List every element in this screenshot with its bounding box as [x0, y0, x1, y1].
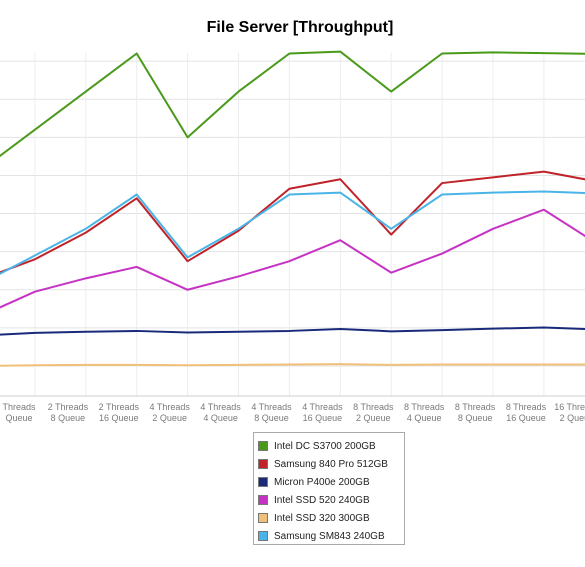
x-tick-label: 4 Threads: [150, 402, 191, 412]
series-line-4: [0, 363, 585, 367]
x-tick-label: 2 Threads: [99, 402, 140, 412]
legend-swatch: [258, 477, 268, 487]
x-tick-label: 8 Threads: [404, 402, 445, 412]
x-tick-label: 2 Queue: [152, 413, 187, 423]
x-tick-label: 8 Threads: [455, 402, 496, 412]
x-tick-label: 4 Threads: [302, 402, 343, 412]
x-tick-label: 8 Queue: [254, 413, 289, 423]
legend-item: Samsung SM843 240GB: [258, 527, 404, 545]
legend-label: Intel DC S3700 200GB: [274, 440, 376, 452]
x-tick-label: 2 Queue: [560, 413, 585, 423]
x-tick-label: 16 Queue: [303, 413, 343, 423]
plot-background: [0, 53, 585, 396]
legend-label: Micron P400e 200GB: [274, 476, 370, 488]
x-tick-label: 16 Queue: [99, 413, 139, 423]
chart-title: File Server [Throughput]: [206, 19, 394, 36]
x-tick-label: Threads: [2, 402, 36, 412]
series-lines: [0, 50, 585, 367]
legend-item: Intel SSD 520 240GB: [258, 491, 404, 509]
grid-lines: [0, 53, 585, 397]
series-line-0: [0, 50, 585, 158]
legend-item: Micron P400e 200GB: [258, 473, 404, 491]
legend: Intel DC S3700 200GB Samsung 840 Pro 512G…: [253, 432, 405, 545]
x-tick-label: 8 Threads: [506, 402, 547, 412]
x-tick-label: 16 Threads: [554, 402, 585, 412]
x-tick-label: 2 Threads: [48, 402, 89, 412]
legend-swatch: [258, 531, 268, 541]
series-line-2: [0, 326, 585, 336]
legend-item: Samsung 840 Pro 512GB: [258, 455, 404, 473]
x-tick-label: 16 Queue: [506, 413, 546, 423]
x-tick-label: 8 Queue: [51, 413, 86, 423]
legend-label: Samsung SM843 240GB: [274, 530, 385, 542]
legend-swatch: [258, 459, 268, 469]
legend-swatch: [258, 441, 268, 451]
x-tick-label: 4 Threads: [200, 402, 241, 412]
x-tick-label: 8 Threads: [353, 402, 394, 412]
x-tick-label: Queue: [5, 413, 32, 423]
x-tick-label: 4 Queue: [203, 413, 238, 423]
series-line-3: [0, 208, 585, 309]
x-tick-label: 4 Threads: [251, 402, 292, 412]
legend-swatch: [258, 513, 268, 523]
legend-swatch: [258, 495, 268, 505]
legend-item: Intel DC S3700 200GB: [258, 437, 404, 455]
x-tick-label: 4 Queue: [407, 413, 442, 423]
series-line-1: [0, 170, 585, 274]
legend-label: Samsung 840 Pro 512GB: [274, 458, 388, 470]
legend-item: Intel SSD 320 300GB: [258, 509, 404, 527]
x-tick-label: 8 Queue: [458, 413, 493, 423]
legend-label: Intel SSD 520 240GB: [274, 494, 370, 506]
series-line-5: [0, 190, 585, 275]
x-tick-label: 2 Queue: [356, 413, 391, 423]
legend-label: Intel SSD 320 300GB: [274, 512, 370, 524]
